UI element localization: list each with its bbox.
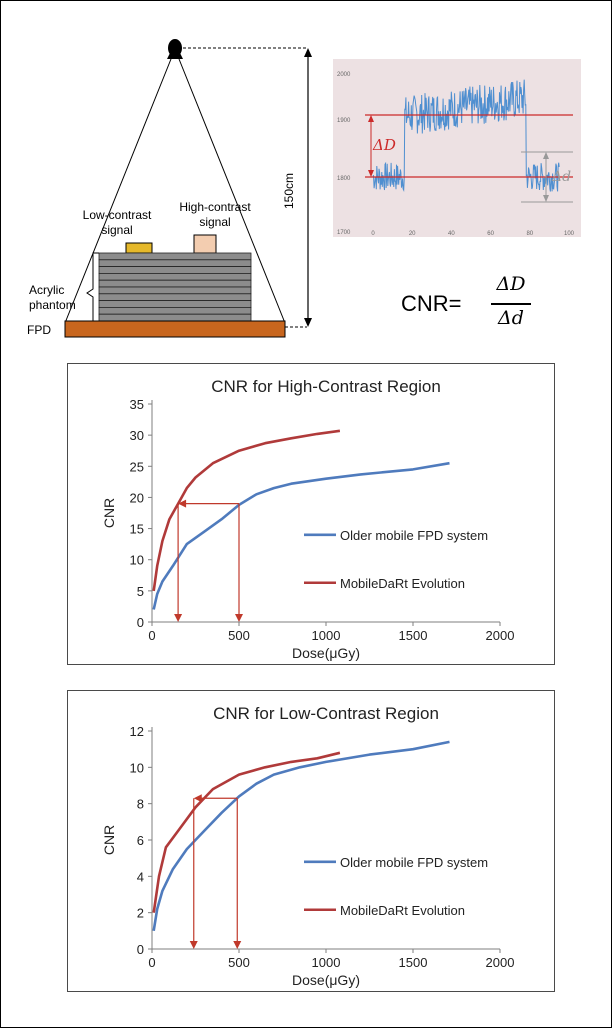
- acrylic-phantom: [98, 252, 252, 322]
- low-contrast-dose-arrow-head-2: [233, 941, 242, 949]
- high-contrast-legend-label-1: Older mobile FPD system: [340, 528, 488, 543]
- phantom-layer: [98, 259, 252, 268]
- low-contrast-legend-label-2: MobileDaRt Evolution: [340, 903, 465, 918]
- high-contrast-x-tick-label: 0: [148, 628, 155, 643]
- signal-x-tick: 40: [448, 231, 455, 237]
- signal-trace: [372, 79, 560, 193]
- delta-D-label: ΔD: [372, 136, 396, 154]
- phantom-layer: [98, 313, 252, 322]
- low-contrast-dose-arrow-head-1: [189, 941, 198, 949]
- xray-source-icon: [167, 39, 183, 59]
- low-contrast-signal: [125, 242, 153, 254]
- formula-numerator: ΔD: [496, 273, 526, 295]
- low-contrast-horizontal-arrow-head: [193, 794, 202, 803]
- low-contrast-x-tick-label: 2000: [486, 955, 515, 970]
- phantom-layer: [98, 279, 252, 288]
- low-contrast-y-tick-label: 6: [137, 833, 144, 848]
- high-contrast-x-tick-label: 500: [228, 628, 250, 643]
- low-contrast-x-tick-label: 0: [148, 955, 155, 970]
- phantom-layer: [98, 286, 252, 295]
- low-contrast-chart-title: CNR for Low-Contrast Region: [213, 704, 439, 723]
- high-contrast-x-tick-label: 1000: [312, 628, 341, 643]
- high-contrast-signal: [193, 234, 217, 254]
- phantom-layer: [98, 293, 252, 301]
- high-contrast-x-tick-label: 1500: [399, 628, 428, 643]
- low-contrast-legend-label-1: Older mobile FPD system: [340, 855, 488, 870]
- high-contrast-chart-panel: CNR for High-Contrast Region 0 5 10 15 20 25 30…: [67, 363, 555, 665]
- phantom-label-line1: Acrylic: [29, 283, 64, 297]
- high-contrast-dose-arrow-head-1: [174, 614, 183, 622]
- high-contrast-series-line-2: [152, 429, 341, 592]
- low-contrast-label-line1: Low-contrast: [83, 208, 152, 222]
- high-contrast-y-tick-label: 5: [137, 584, 144, 599]
- fpd-label: FPD: [27, 323, 51, 337]
- signal-y-tick: 1900: [337, 118, 351, 124]
- low-contrast-chart: CNR for Low-Contrast Region 0 2 4 6 8 10 12 0 500…: [101, 704, 515, 988]
- signal-x-tick: 20: [409, 231, 416, 237]
- formula-denominator: Δd: [498, 307, 524, 329]
- phantom-label-line2: phantom: [29, 298, 76, 312]
- high-contrast-y-tick-label: 0: [137, 615, 144, 630]
- low-contrast-x-tick-label: 1000: [312, 955, 341, 970]
- low-contrast-y-tick-label: 4: [137, 869, 144, 884]
- high-contrast-label-line2: signal: [199, 215, 230, 229]
- high-contrast-y-tick-label: 10: [130, 553, 144, 568]
- signal-x-tick: 80: [526, 231, 533, 237]
- low-contrast-series-line-1: [152, 740, 450, 932]
- high-contrast-y-tick-label: 30: [130, 428, 144, 443]
- phantom-layer: [98, 306, 252, 315]
- signal-y-tick: 1700: [337, 230, 351, 236]
- high-contrast-chart: CNR for High-Contrast Region 0 5 10 15 20 25 30…: [101, 377, 515, 661]
- signal-y-tick: 2000: [337, 72, 351, 78]
- phantom-layer: [98, 272, 252, 281]
- phantom-layer: [98, 252, 252, 261]
- formula-lhs: CNR=: [401, 291, 462, 316]
- high-contrast-y-tick-label: 35: [130, 397, 144, 412]
- low-contrast-x-tick-label: 500: [228, 955, 250, 970]
- low-contrast-y-tick-label: 0: [137, 942, 144, 957]
- low-contrast-chart-panel: CNR for Low-Contrast Region 0 2 4 6 8 10 12 0 500…: [67, 690, 555, 992]
- high-contrast-dose-arrow-head-2: [235, 614, 243, 622]
- low-contrast-series-line-2: [152, 751, 341, 913]
- formula-fraction-bar: [491, 303, 531, 305]
- high-contrast-x-axis-label: Dose(μGy): [292, 645, 360, 661]
- signal-x-tick: 100: [564, 231, 575, 237]
- phantom-layer: [98, 266, 252, 274]
- high-contrast-label-line1: High-contrast: [179, 200, 251, 214]
- fpd-detector: [64, 320, 286, 338]
- low-contrast-y-tick-label: 12: [130, 724, 144, 739]
- high-contrast-y-tick-label: 15: [130, 522, 144, 537]
- high-contrast-y-tick-label: 25: [130, 459, 144, 474]
- phantom-layer: [98, 300, 252, 308]
- beam-edge-right: [178, 58, 286, 324]
- low-contrast-x-tick-label: 1500: [399, 955, 428, 970]
- low-contrast-y-axis-label: CNR: [101, 825, 117, 855]
- cnr-formula: CNR= ΔD Δd: [401, 273, 571, 337]
- high-contrast-x-tick-label: 2000: [486, 628, 515, 643]
- signal-y-tick: 1800: [337, 176, 351, 182]
- low-contrast-y-tick-label: 2: [137, 906, 144, 921]
- signal-x-tick: 0: [371, 231, 375, 237]
- low-contrast-label-line2: signal: [101, 223, 132, 237]
- low-contrast-y-tick-label: 10: [130, 760, 144, 775]
- beam-edge-left: [64, 58, 172, 324]
- delta-d-label: Δd: [551, 169, 571, 185]
- low-contrast-y-tick-label: 8: [137, 797, 144, 812]
- signal-x-tick: 60: [487, 231, 494, 237]
- high-contrast-chart-title: CNR for High-Contrast Region: [211, 377, 441, 396]
- distance-label: 150cm: [282, 173, 296, 209]
- high-contrast-legend-label-2: MobileDaRt Evolution: [340, 576, 465, 591]
- signal-plot-background: [333, 59, 581, 237]
- high-contrast-horizontal-arrow-head: [178, 499, 187, 508]
- setup-diagram: 150cm Low-contrast signal High-contrast …: [27, 39, 312, 338]
- signal-profile-plot: 2000 1900 1800 1700 0 20 40 60 80 100 ΔD Δd: [333, 59, 581, 237]
- high-contrast-y-tick-label: 20: [130, 490, 144, 505]
- high-contrast-y-axis-label: CNR: [101, 498, 117, 528]
- low-contrast-x-axis-label: Dose(μGy): [292, 972, 360, 988]
